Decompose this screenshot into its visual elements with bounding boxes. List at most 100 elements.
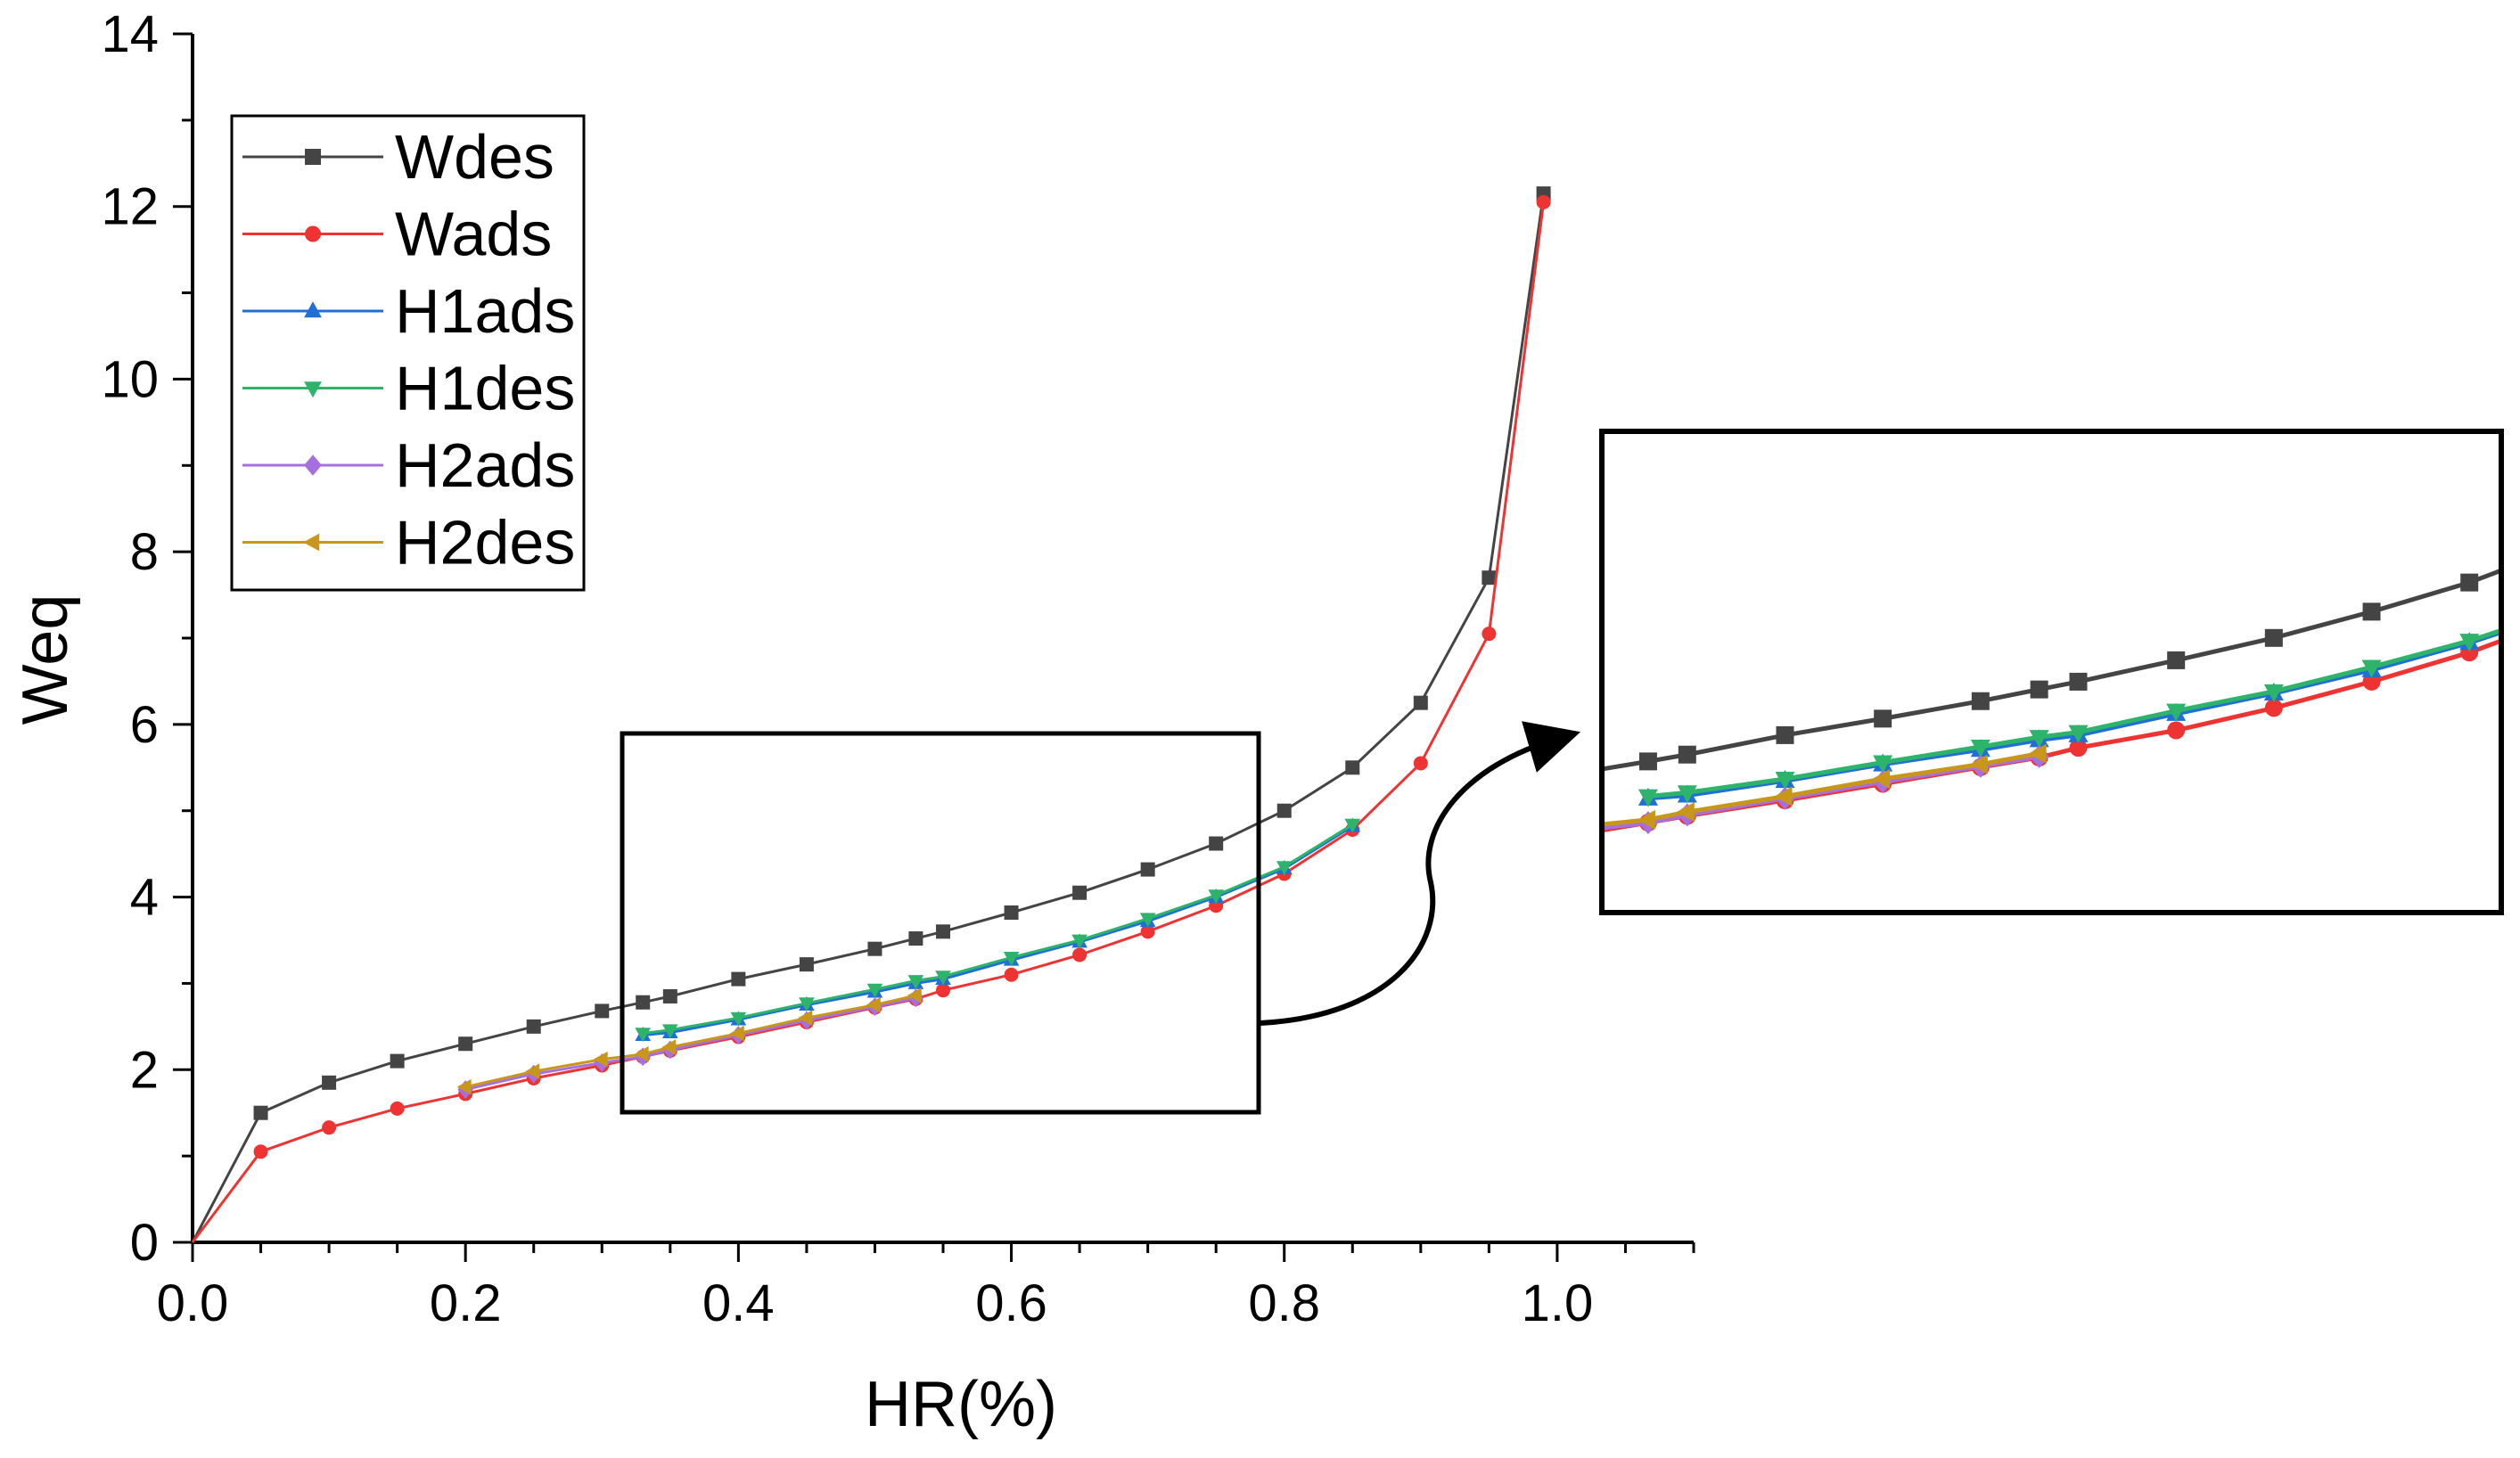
data-point [1774,786,1793,807]
series-line [643,824,1354,1036]
data-point [1970,740,1991,758]
data-point [731,971,746,987]
data-point [867,941,882,956]
legend-label: H2des [395,508,575,577]
data-point [1208,889,1224,905]
inset-series-h2des [1605,743,2047,830]
data-point [322,1075,337,1090]
legend-item-h1des: H1des [242,354,575,423]
legend-label: Wads [395,200,552,269]
legend-box [230,114,586,592]
y-axis-label: Weq [10,594,81,725]
legend-item-h2ads: H2ads [242,430,575,500]
data-point [2362,602,2381,621]
data-point [1276,861,1293,876]
inset-series-group [1605,569,2499,835]
legend-item-wdes: Wdes [242,122,554,192]
data-point [636,995,651,1010]
data-point [253,1105,268,1120]
data-point [525,1063,540,1080]
data-point [2361,659,2382,678]
data-point [458,1036,473,1052]
data-point [593,1051,608,1068]
data-point [1638,752,1657,771]
y-tick-label: 10 [101,350,159,408]
data-point [1676,802,1695,823]
series-group [191,186,1551,1243]
series-line [643,823,1354,1036]
data-point [304,381,322,398]
x-axis-label: HR(%) [865,1369,1057,1440]
x-tick-label: 0.2 [430,1274,502,1332]
data-point [1873,755,1893,774]
data-point [1413,695,1428,710]
legend-label: H2ads [395,430,575,500]
data-point [456,1078,472,1095]
data-point [1638,789,1658,807]
data-point [526,1019,541,1034]
data-point [2264,699,2283,717]
y-tick-label: 14 [101,5,159,63]
data-point [2166,703,2187,722]
data-point [2028,743,2047,764]
inset-series-line [1605,569,2499,772]
data-point [303,533,320,552]
x-tick-label: 0.4 [702,1274,775,1332]
data-point [2167,721,2186,740]
data-point [866,983,883,998]
data-point [634,1046,649,1062]
data-point [1209,836,1224,851]
legend-item-h1ads: H1ads [242,276,575,346]
connector-path [1260,721,1581,1026]
data-point [1536,194,1551,209]
x-tick-label: 1.0 [1522,1274,1594,1332]
data-point [729,1025,744,1042]
data-point [1072,947,1088,962]
legend-item-h2des: H2des [242,508,575,577]
zoom-region-box [620,731,1261,1115]
data-point [595,1003,610,1019]
data-point [907,987,922,1003]
y-tick-label: 12 [101,178,159,236]
zoom-region-rect [620,731,1261,1115]
data-point [305,225,321,242]
data-point [662,1024,678,1039]
data-point [390,1101,405,1116]
legend-label: H1des [395,354,575,423]
data-point [2362,672,2381,691]
legend-label: H1ads [395,276,575,346]
x-tick-label: 0.0 [157,1274,229,1332]
data-point [1775,772,1795,790]
data-point [304,301,322,318]
data-point [1276,803,1292,818]
y-tick-label: 4 [130,869,159,927]
data-point [1678,745,1696,764]
y-tick-label: 6 [130,696,159,754]
data-point [1004,967,1019,982]
data-point [1140,924,1155,939]
series-h2des [456,987,922,1095]
data-point [1482,627,1497,642]
data-point [730,1012,747,1027]
inset-series-h1des [1638,628,2499,807]
data-point [2069,739,2088,758]
data-point [1139,913,1156,928]
data-point [1072,885,1088,900]
data-point [304,455,322,476]
data-point [799,957,814,972]
x-tick-label: 0.8 [1248,1274,1320,1332]
data-point [1776,725,1794,744]
data-point [1413,756,1428,771]
legend-item-wads: Wads [242,200,552,269]
data-point [1345,760,1360,775]
data-point [635,1028,651,1043]
data-point [2029,730,2049,749]
data-point [305,149,321,165]
data-point [2167,651,2186,669]
y-tick-label: 0 [130,1214,159,1272]
data-point [1637,809,1655,830]
zoom-connector-arrow [1260,721,1581,1026]
data-point [1971,692,1990,710]
data-point [936,924,950,939]
series-h1des [635,818,1361,1043]
